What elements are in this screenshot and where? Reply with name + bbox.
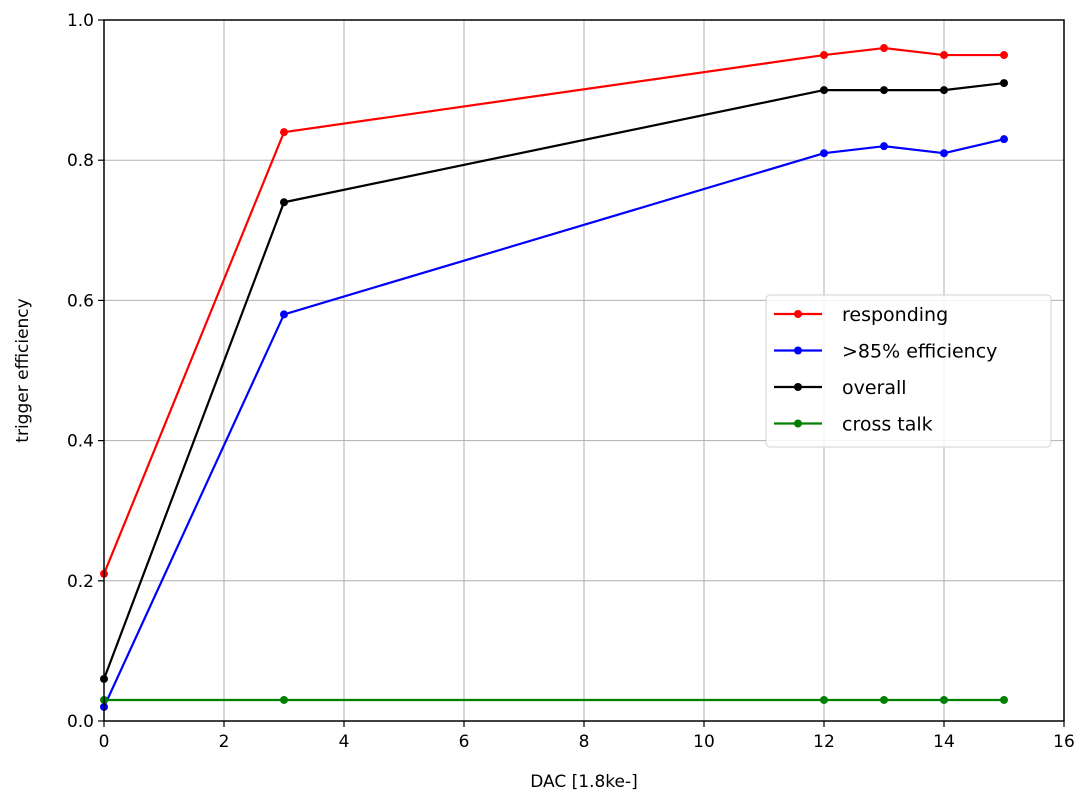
series-line (102, 81, 1005, 680)
legend-swatch-marker (794, 383, 802, 391)
series-2 (100, 79, 1008, 683)
data-point (1000, 695, 1008, 704)
y-tick-label: 0.0 (67, 712, 94, 732)
data-point (880, 142, 888, 151)
legend: responding >85% efficiency overall cross ta… (765, 294, 1052, 448)
data-point (280, 128, 288, 137)
y-tick-label: 1.0 (67, 11, 94, 31)
legend-item: responding (774, 304, 948, 326)
legend-swatch-marker (794, 346, 802, 355)
data-point (820, 51, 828, 60)
legend-item: >85% efficiency (774, 341, 997, 363)
series-layer (100, 44, 1008, 711)
legend-label: overall (842, 377, 907, 399)
y-tick-label: 0.4 (67, 432, 94, 452)
legend-label: cross talk (842, 414, 933, 436)
series-0 (100, 44, 1008, 578)
legend-swatch-marker (794, 419, 802, 428)
x-axis-label: DAC [1.8ke-] (530, 772, 638, 792)
legend-box (765, 294, 1052, 448)
x-tick-label: 8 (579, 732, 590, 752)
series-3 (100, 695, 1008, 704)
x-axis: 0 2 4 6 8 10 12 14 16 (99, 721, 1075, 752)
legend-item: cross talk (774, 414, 933, 436)
data-point (820, 149, 828, 158)
data-point (940, 51, 948, 60)
data-point (820, 86, 828, 95)
legend-label: >85% efficiency (842, 341, 997, 363)
series-line (103, 138, 1005, 708)
data-point (280, 310, 288, 319)
y-tick-label: 0.6 (67, 291, 94, 311)
series-line (102, 46, 1004, 575)
data-point (880, 86, 888, 95)
y-axis: 0.0 0.2 0.4 0.6 0.8 1.0 (67, 11, 104, 732)
data-point (880, 44, 888, 53)
y-axis-label: trigger efficiency (13, 298, 33, 442)
series-1 (100, 135, 1008, 711)
data-point (280, 695, 288, 704)
x-tick-label: 2 (219, 732, 230, 752)
data-point (820, 695, 828, 704)
data-point (1000, 79, 1008, 88)
data-point (880, 695, 888, 704)
data-point (1000, 51, 1008, 60)
legend-label: responding (842, 304, 948, 326)
data-point (1000, 135, 1008, 144)
data-point (940, 149, 948, 158)
y-tick-label: 0.8 (67, 151, 94, 171)
y-tick-label: 0.2 (67, 572, 94, 592)
x-tick-label: 14 (933, 732, 955, 752)
data-point (940, 86, 948, 95)
x-tick-label: 10 (693, 732, 715, 752)
x-tick-label: 16 (1053, 732, 1075, 752)
legend-item: overall (774, 377, 907, 399)
x-tick-label: 4 (339, 732, 350, 752)
data-point (940, 695, 948, 704)
x-tick-label: 12 (813, 732, 835, 752)
x-tick-label: 0 (99, 732, 110, 752)
legend-swatch-marker (794, 310, 802, 318)
x-tick-label: 6 (459, 732, 470, 752)
data-point (280, 198, 288, 207)
